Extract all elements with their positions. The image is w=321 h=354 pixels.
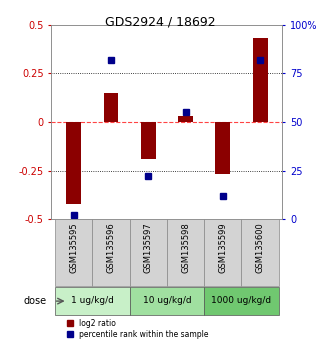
Text: GSM135598: GSM135598: [181, 223, 190, 273]
Legend: log2 ratio, percentile rank within the sample: log2 ratio, percentile rank within the s…: [67, 319, 208, 339]
Text: GSM135595: GSM135595: [69, 223, 78, 273]
FancyBboxPatch shape: [204, 219, 241, 286]
FancyBboxPatch shape: [167, 219, 204, 286]
Text: GDS2924 / 18692: GDS2924 / 18692: [105, 16, 216, 29]
Bar: [66, 122, 81, 204]
Text: 10 ug/kg/d: 10 ug/kg/d: [143, 296, 191, 305]
FancyBboxPatch shape: [241, 219, 279, 286]
Bar: [141, 122, 156, 159]
FancyBboxPatch shape: [55, 287, 130, 315]
FancyBboxPatch shape: [92, 219, 130, 286]
FancyBboxPatch shape: [130, 219, 167, 286]
Bar: [253, 38, 268, 122]
Text: GSM135596: GSM135596: [107, 223, 116, 273]
FancyBboxPatch shape: [55, 219, 92, 286]
FancyBboxPatch shape: [204, 287, 279, 315]
FancyBboxPatch shape: [130, 287, 204, 315]
Bar: [215, 122, 230, 175]
Text: 1000 ug/kg/d: 1000 ug/kg/d: [212, 296, 272, 305]
Text: 1 ug/kg/d: 1 ug/kg/d: [71, 296, 114, 305]
Text: dose: dose: [24, 296, 47, 306]
Bar: [104, 93, 118, 122]
Bar: [178, 116, 193, 122]
Text: GSM135599: GSM135599: [218, 223, 227, 273]
Text: GSM135597: GSM135597: [144, 223, 153, 273]
Text: GSM135600: GSM135600: [256, 223, 265, 273]
